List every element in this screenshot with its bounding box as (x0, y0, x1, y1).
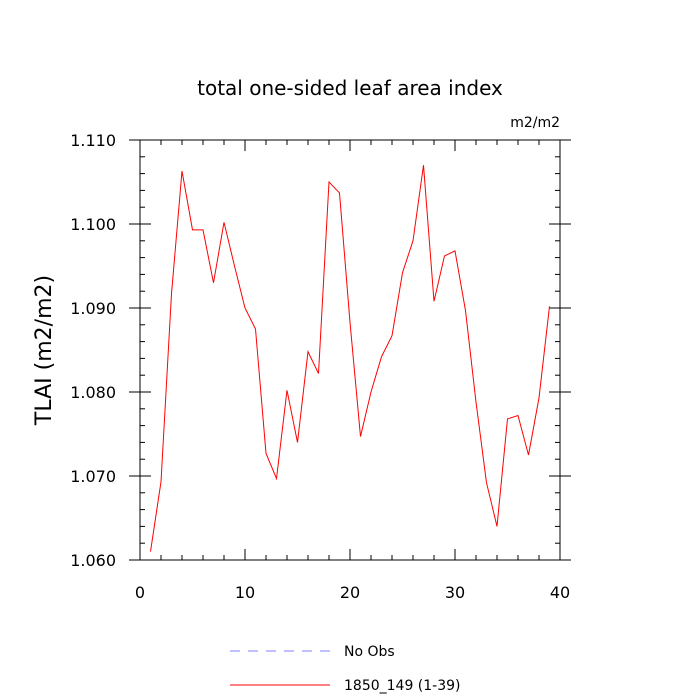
y-tick-label: 1.080 (70, 383, 116, 402)
minor-ticks (140, 140, 560, 560)
chart-title: total one-sided leaf area index (197, 76, 503, 100)
y-tick-label: 1.070 (70, 467, 116, 486)
y-tick-label: 1.060 (70, 551, 116, 570)
x-tick-labels: 0 10 20 30 40 (135, 583, 570, 602)
x-tick-label: 10 (235, 583, 255, 602)
major-ticks (129, 139, 571, 561)
plot-frame (139, 139, 561, 561)
y-tick-label: 1.110 (70, 131, 116, 150)
y-tick-label: 1.090 (70, 299, 116, 318)
x-tick-label: 30 (445, 583, 465, 602)
series-line (150, 165, 550, 552)
legend: No Obs 1850_149 (1-39) (230, 644, 461, 694)
y-axis-label: TLAI (m2/m2) (32, 275, 57, 426)
x-tick-label: 20 (340, 583, 360, 602)
units-label: m2/m2 (510, 115, 560, 131)
x-tick-label: 40 (550, 583, 570, 602)
y-tick-label: 1.100 (70, 215, 116, 234)
legend-label-no-obs: No Obs (344, 644, 395, 660)
y-tick-labels: 1.060 1.070 1.080 1.090 1.100 1.110 (70, 131, 116, 570)
series-layer (150, 165, 550, 552)
x-tick-label: 0 (135, 583, 145, 602)
legend-label-series: 1850_149 (1-39) (344, 678, 461, 694)
